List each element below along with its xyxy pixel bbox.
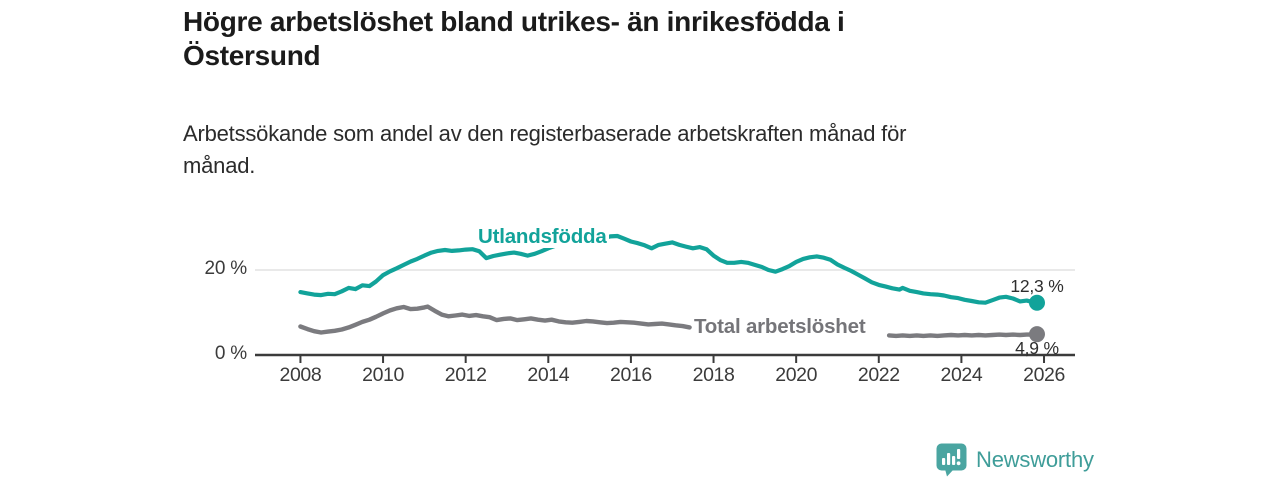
series-line-utlandsfodda	[298, 233, 1040, 305]
series-label-total-arbetsloshet: Total arbetslöshet	[694, 315, 866, 338]
y-tick-label: 20 %	[204, 258, 247, 279]
x-tick-label: 2014	[527, 364, 570, 386]
chart-title: Högre arbetslöshet bland utrikes- än inr…	[183, 6, 845, 72]
x-tick-label: 2020	[775, 364, 818, 386]
x-tick-label: 2012	[444, 364, 487, 386]
newsworthy-logo-text: Newsworthy	[976, 447, 1094, 472]
x-tick-label: 2024	[940, 364, 983, 386]
series-end-value-label: 12,3 %	[1010, 275, 1064, 296]
series-line-total-arbetsloshet	[886, 332, 1040, 339]
y-tick-label: 0 %	[214, 343, 247, 364]
x-tick-label: 2010	[362, 364, 404, 386]
series-label-utlandsfodda: Utlandsfödda	[476, 225, 609, 248]
x-tick-label: 2022	[857, 364, 900, 386]
series-endpoint-dot	[1028, 326, 1045, 343]
chart-subtitle: Arbetssökande som andel av den registerb…	[183, 121, 907, 178]
newsworthy-chart-bubble-icon	[936, 443, 967, 477]
series-line-total-arbetsloshet	[298, 304, 692, 335]
x-tick-label: 2008	[279, 364, 322, 386]
series-endpoint-dot	[1028, 294, 1045, 311]
x-tick-label: 2016	[610, 364, 652, 386]
x-tick-label: 2026	[1023, 364, 1065, 386]
newsworthy-logo: Newsworthy	[936, 443, 1094, 477]
x-tick-label: 2018	[692, 364, 735, 386]
series-end-value-label: 4,9 %	[1015, 338, 1059, 359]
